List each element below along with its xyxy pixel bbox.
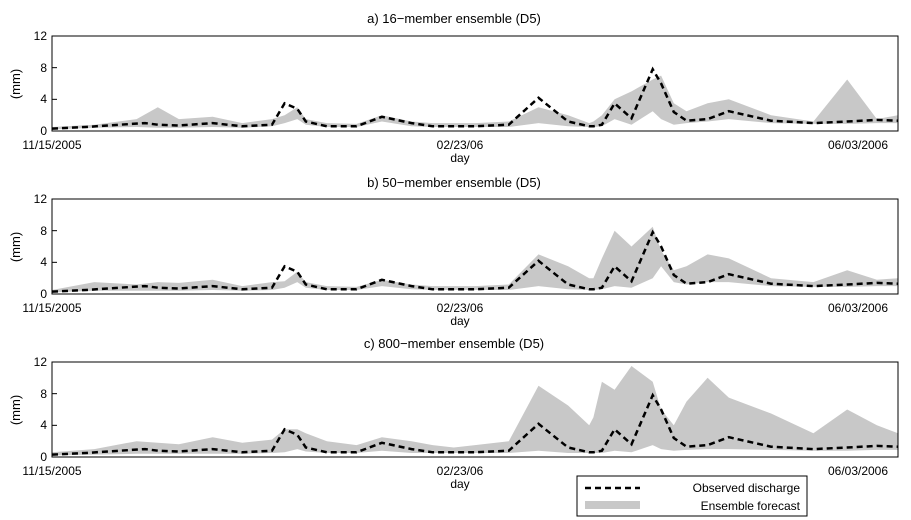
legend: Observed discharge Ensemble forecast	[576, 475, 808, 517]
ensemble-forecast-band	[52, 75, 898, 130]
panel-c-xtick: 11/15/2005	[22, 464, 81, 478]
panel-a-plot	[51, 35, 899, 132]
panel-c-ytick: 8	[40, 387, 47, 401]
observed-discharge-line	[51, 66, 899, 130]
panel-b-xtick: 11/15/2005	[22, 301, 81, 315]
panel-a-ytick: 12	[34, 29, 48, 43]
panel-b-ylabel: (mm)	[8, 232, 23, 262]
panel-c-title: c) 800−member ensemble (D5)	[364, 336, 544, 351]
panel-b: b) 50−member ensemble (D5) (mm) 0 4 8 12…	[8, 175, 899, 328]
panel-b-xtick: 02/23/06	[437, 301, 484, 315]
panel-a-yticks: 0 4 8 12	[34, 29, 48, 138]
panel-c-xtick: 02/23/06	[437, 464, 484, 478]
panel-c-ytick: 4	[40, 418, 47, 432]
panel-c-ytick: 12	[34, 355, 48, 369]
panel-c: c) 800−member ensemble (D5) (mm) 0 4 8 1…	[8, 336, 899, 491]
panel-a-xtick: 02/23/06	[437, 138, 484, 152]
observed-discharge-line	[51, 392, 899, 456]
panel-c-xlabel: day	[450, 477, 469, 491]
panel-a-xlabel: day	[450, 151, 469, 165]
panel-b-title: b) 50−member ensemble (D5)	[367, 175, 541, 190]
panel-a-ytick: 4	[40, 92, 47, 106]
panel-a-ytick: 0	[40, 124, 47, 138]
panel-c-ytick: 0	[40, 450, 47, 464]
panel-b-ytick: 4	[40, 255, 47, 269]
panel-a-title: a) 16−member ensemble (D5)	[367, 11, 541, 26]
panel-b-ytick: 0	[40, 287, 47, 301]
ensemble-forecast-band	[52, 226, 898, 293]
observed-discharge-line	[51, 229, 899, 293]
panel-b-xticks: 11/15/2005 02/23/06 06/03/2006	[22, 301, 888, 315]
panel-b-yticks: 0 4 8 12	[34, 192, 48, 301]
panel-a-ylabel: (mm)	[8, 69, 23, 99]
panel-c-xticks: 11/15/2005 02/23/06 06/03/2006	[22, 464, 888, 478]
ensemble-forecast-band	[52, 366, 898, 456]
legend-box	[576, 475, 808, 517]
panel-c-ylabel: (mm)	[8, 395, 23, 425]
panel-a-xticks: 11/15/2005 02/23/06 06/03/2006	[22, 138, 888, 152]
panel-b-xtick: 06/03/2006	[828, 301, 888, 315]
panel-a-xtick: 11/15/2005	[22, 138, 81, 152]
panel-b-axes-frame	[51, 198, 899, 295]
panel-a-xtick: 06/03/2006	[828, 138, 888, 152]
panel-c-plot	[51, 361, 899, 458]
panel-a-ytick: 8	[40, 61, 47, 75]
panel-a: a) 16−member ensemble (D5) (mm) 0 4 8 12…	[8, 11, 899, 165]
panel-c-axes-frame	[51, 361, 899, 458]
panel-b-plot	[51, 198, 899, 295]
legend-ensemble-swatch	[585, 501, 640, 509]
legend-ensemble-label: Ensemble forecast	[701, 499, 801, 513]
panel-b-ytick: 8	[40, 224, 47, 238]
panel-c-xtick: 06/03/2006	[828, 464, 888, 478]
panel-b-xlabel: day	[450, 314, 469, 328]
panel-c-yticks: 0 4 8 12	[34, 355, 48, 464]
panel-a-axes-frame	[51, 35, 899, 132]
legend-observed-label: Observed discharge	[693, 481, 801, 495]
panel-b-ytick: 12	[34, 192, 48, 206]
